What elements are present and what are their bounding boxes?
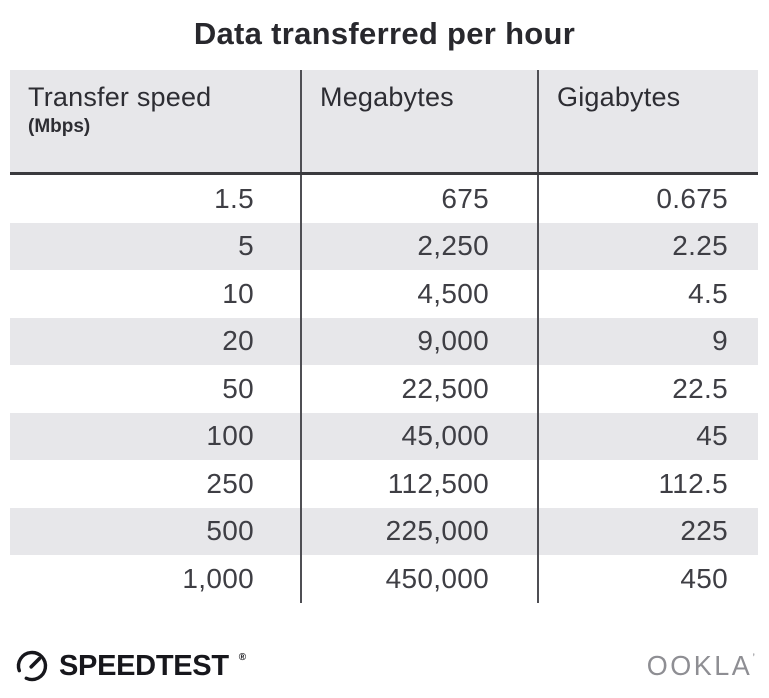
data-transfer-table: Transfer speed (Mbps) Megabytes Gigabyte… [10, 70, 758, 603]
page-title: Data transferred per hour [193, 16, 576, 51]
table-row: 100 45,000 45 [10, 412, 758, 460]
cell-megabytes: 112,500 [300, 460, 538, 508]
speedtest-gauge-icon [14, 648, 50, 684]
cell-gigabytes: 2.25 [537, 222, 758, 270]
cell-gigabytes: 22.5 [537, 365, 758, 413]
cell-megabytes: 675 [300, 173, 538, 223]
cell-megabytes: 2,250 [300, 222, 538, 270]
table-row: 5 2,250 2.25 [10, 222, 758, 270]
cell-gigabytes: 0.675 [537, 173, 758, 223]
table-header-row: Transfer speed (Mbps) Megabytes Gigabyte… [10, 70, 758, 175]
table-row: 20 9,000 9 [10, 317, 758, 365]
column-header-transfer-speed: Transfer speed (Mbps) [10, 70, 301, 175]
table-row: 1,000 450,000 450 [10, 555, 758, 603]
cell-gigabytes: 45 [537, 412, 758, 460]
cell-gigabytes: 9 [537, 317, 758, 365]
cell-megabytes: 450,000 [300, 555, 538, 603]
cell-speed: 100 [10, 412, 301, 460]
cell-megabytes: 45,000 [300, 412, 538, 460]
cell-megabytes: 4,500 [300, 270, 538, 318]
cell-megabytes: 225,000 [300, 507, 538, 555]
cell-gigabytes: 450 [537, 555, 758, 603]
cell-megabytes: 22,500 [300, 365, 538, 413]
table-row: 50 22,500 22.5 [10, 365, 758, 413]
table-row: 250 112,500 112.5 [10, 460, 758, 508]
cell-speed: 5 [10, 222, 301, 270]
cell-gigabytes: 112.5 [537, 460, 758, 508]
registered-trademark-icon: ® [238, 651, 247, 663]
cell-gigabytes: 225 [537, 507, 758, 555]
column-header-gigabytes: Gigabytes [537, 70, 758, 175]
speedtest-logo: SPEEDTEST ® [14, 648, 247, 684]
cell-megabytes: 9,000 [300, 317, 538, 365]
cell-speed: 250 [206, 467, 254, 499]
cell-speed: 20 [10, 317, 301, 365]
table-row: 500 225,000 225 [10, 507, 758, 555]
ookla-wordmark: OOKLA [646, 650, 753, 681]
table-row: 1.5 675 0.675 [10, 173, 758, 223]
column-header-megabytes: Megabytes [300, 70, 538, 175]
footer: SPEEDTEST ® OOKLA ’ [14, 644, 755, 688]
cell-speed: 10 [222, 277, 254, 309]
table-row: 10 4,500 4.5 [10, 270, 758, 318]
transfer-speed-label: Transfer speed [28, 82, 212, 112]
speedtest-wordmark: SPEEDTEST [59, 649, 229, 682]
cell-gigabytes: 4.5 [537, 270, 758, 318]
ookla-trademark-icon: ’ [752, 650, 755, 665]
megabytes-label: Megabytes [320, 82, 454, 112]
cell-speed: 500 [10, 507, 301, 555]
cell-speed: 1,000 [182, 562, 254, 594]
transfer-speed-unit-label: (Mbps) [28, 116, 91, 137]
ookla-logo: OOKLA ’ [646, 650, 755, 681]
cell-speed: 1.5 [214, 182, 254, 214]
gigabytes-label: Gigabytes [557, 82, 681, 112]
cell-speed: 50 [222, 372, 254, 404]
